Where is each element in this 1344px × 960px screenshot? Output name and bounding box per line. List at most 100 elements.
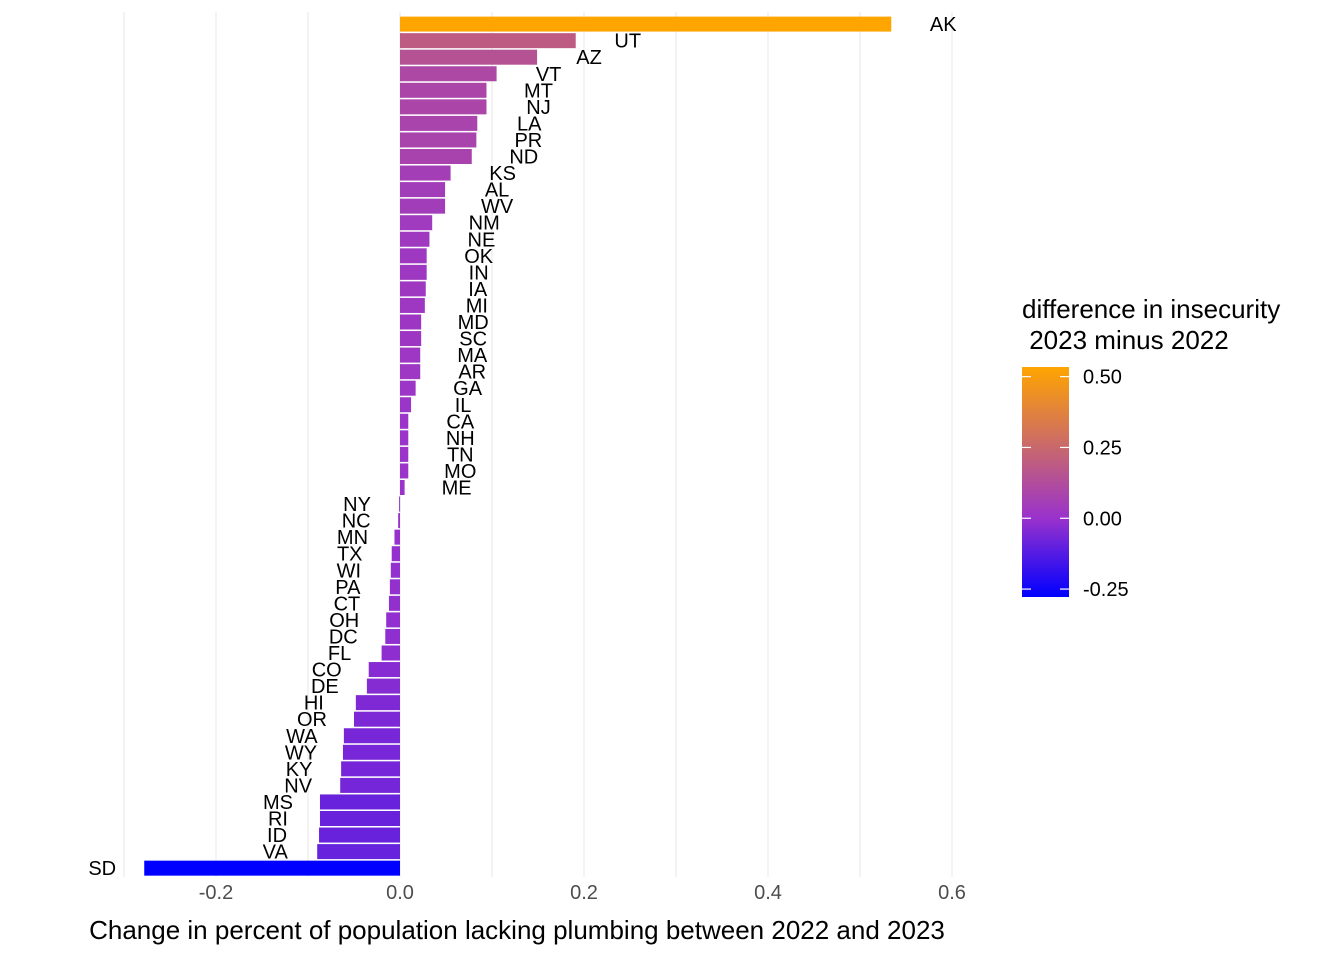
bar-wa	[343, 728, 400, 744]
bar-ri	[319, 811, 400, 826]
bar-id	[319, 827, 400, 843]
bar-me	[400, 480, 405, 495]
bar-nj	[400, 99, 487, 115]
legend-title-line2: 2023 minus 2022	[1022, 325, 1229, 355]
bar-label-fl: FL	[328, 643, 351, 665]
bar-label-co: CO	[312, 660, 342, 682]
bar-label-sd: SD	[88, 858, 116, 880]
bar-il	[400, 397, 412, 413]
bar-mn	[394, 529, 400, 545]
bar-label-wv: WV	[481, 196, 514, 218]
bar-label-ky: KY	[286, 759, 313, 781]
x-axis-title: Change in percent of population lacking …	[89, 915, 945, 945]
bar-pr	[400, 132, 477, 148]
bar-ak	[400, 16, 892, 32]
bar-label-az: AZ	[576, 47, 602, 69]
bar-ky	[341, 761, 400, 777]
bar-la	[400, 115, 478, 131]
bar-label-ks: KS	[489, 163, 516, 185]
bar-nc	[398, 513, 400, 529]
bar-nh	[400, 430, 409, 446]
bar-label-nd: ND	[509, 147, 538, 169]
bar-sd	[144, 860, 400, 876]
bar-sc	[400, 331, 422, 347]
bar-label-ma: MA	[457, 345, 488, 367]
bar-wi	[390, 562, 400, 578]
legend-tick-label: 0.50	[1083, 367, 1122, 389]
bar-label-ar: AR	[458, 362, 486, 384]
bar-label-md: MD	[458, 312, 489, 334]
bar-label-hi: HI	[304, 693, 324, 715]
bar-label-nj: NJ	[526, 97, 550, 119]
bar-label-me: ME	[442, 478, 472, 500]
bar-mi	[400, 297, 425, 313]
x-axis-ticks: -0.2 0.0 0.2 0.4 0.6	[199, 882, 966, 904]
bar-label-il: IL	[455, 395, 472, 417]
bar-fl	[381, 645, 400, 661]
bar-label-nc: NC	[342, 511, 371, 533]
bar-ks	[400, 165, 451, 181]
color-legend: difference in insecurity 2023 minus 2022…	[1022, 294, 1280, 601]
bar-label-in: IN	[469, 262, 489, 284]
bar-pa	[389, 579, 400, 595]
bar-label-ri: RI	[268, 809, 288, 831]
bar-label-ok: OK	[464, 246, 494, 268]
x-tick-label: 0.4	[754, 882, 782, 904]
bar-wy	[342, 744, 400, 760]
bar-ms	[319, 794, 400, 810]
bar-ma	[400, 347, 421, 363]
bar-label-id: ID	[267, 825, 287, 847]
bar-ar	[400, 364, 421, 380]
bar-vt	[400, 66, 497, 82]
bar-label-oh: OH	[329, 610, 359, 632]
bar-dc	[385, 628, 400, 644]
bar-mo	[400, 463, 409, 479]
bar-label-mo: MO	[444, 461, 476, 483]
bar-labels: AK UT AZ VTMTNJLAPRNDKSALWVNMNEOKINIAMIMDSC…	[88, 14, 957, 880]
bar-ok	[400, 248, 427, 264]
bar-label-wy: WY	[285, 742, 317, 764]
bar-label-mn: MN	[337, 527, 368, 549]
legend-ticks: 0.50 0.25 0.00 -0.25	[1022, 367, 1129, 601]
legend-title-line1: difference in insecurity	[1022, 294, 1280, 324]
bar-label-ak: AK	[930, 14, 957, 36]
bar-ne	[400, 231, 430, 247]
bar-tx	[391, 546, 400, 562]
bar-va	[317, 844, 400, 860]
bar-md	[400, 314, 422, 330]
bar-label-wa: WA	[286, 726, 318, 748]
bar-wv	[400, 198, 446, 214]
bar-ia	[400, 281, 426, 297]
bar-de	[366, 678, 400, 694]
bar-label-ca: CA	[446, 411, 474, 433]
bar-oh	[386, 612, 400, 628]
bar-label-wi: WI	[337, 560, 361, 582]
bar-label-mi: MI	[466, 295, 488, 317]
bar-label-ms: MS	[263, 792, 293, 814]
bar-label-ct: CT	[334, 593, 361, 615]
bar-ca	[400, 413, 409, 429]
bar-label-mt: MT	[524, 80, 553, 102]
bar-nm	[400, 215, 433, 231]
legend-tick-label: 0.25	[1083, 437, 1122, 459]
bars	[144, 16, 892, 876]
bar-label-ne: NE	[468, 229, 496, 251]
bar-ga	[400, 380, 416, 396]
bar-az	[400, 49, 538, 65]
bar-label-ut: UT	[614, 31, 641, 53]
bar-label-sc: SC	[459, 329, 487, 351]
legend-tick-label: -0.25	[1083, 579, 1129, 601]
bar-label-vt: VT	[536, 64, 562, 86]
bar-ny	[399, 496, 401, 512]
x-tick-label: 0.2	[570, 882, 598, 904]
bar-label-nm: NM	[469, 213, 500, 235]
bar-label-ny: NY	[343, 494, 371, 516]
bar-nv	[340, 777, 400, 793]
bar-label-pr: PR	[514, 130, 542, 152]
bar-label-ga: GA	[453, 378, 483, 400]
bar-al	[400, 182, 446, 198]
bar-label-va: VA	[263, 842, 289, 864]
bar-in	[400, 264, 427, 280]
legend-colorbar	[1022, 367, 1069, 597]
